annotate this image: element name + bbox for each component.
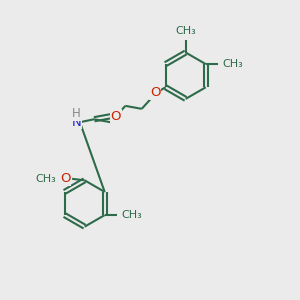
Text: CH₃: CH₃ [175,26,196,36]
Text: O: O [111,110,121,123]
Text: O: O [60,172,70,185]
Text: CH₃: CH₃ [223,59,243,69]
Text: CH₃: CH₃ [35,174,56,184]
Text: H: H [72,107,81,120]
Text: N: N [71,116,81,129]
Text: CH₃: CH₃ [122,210,142,220]
Text: O: O [150,86,160,99]
